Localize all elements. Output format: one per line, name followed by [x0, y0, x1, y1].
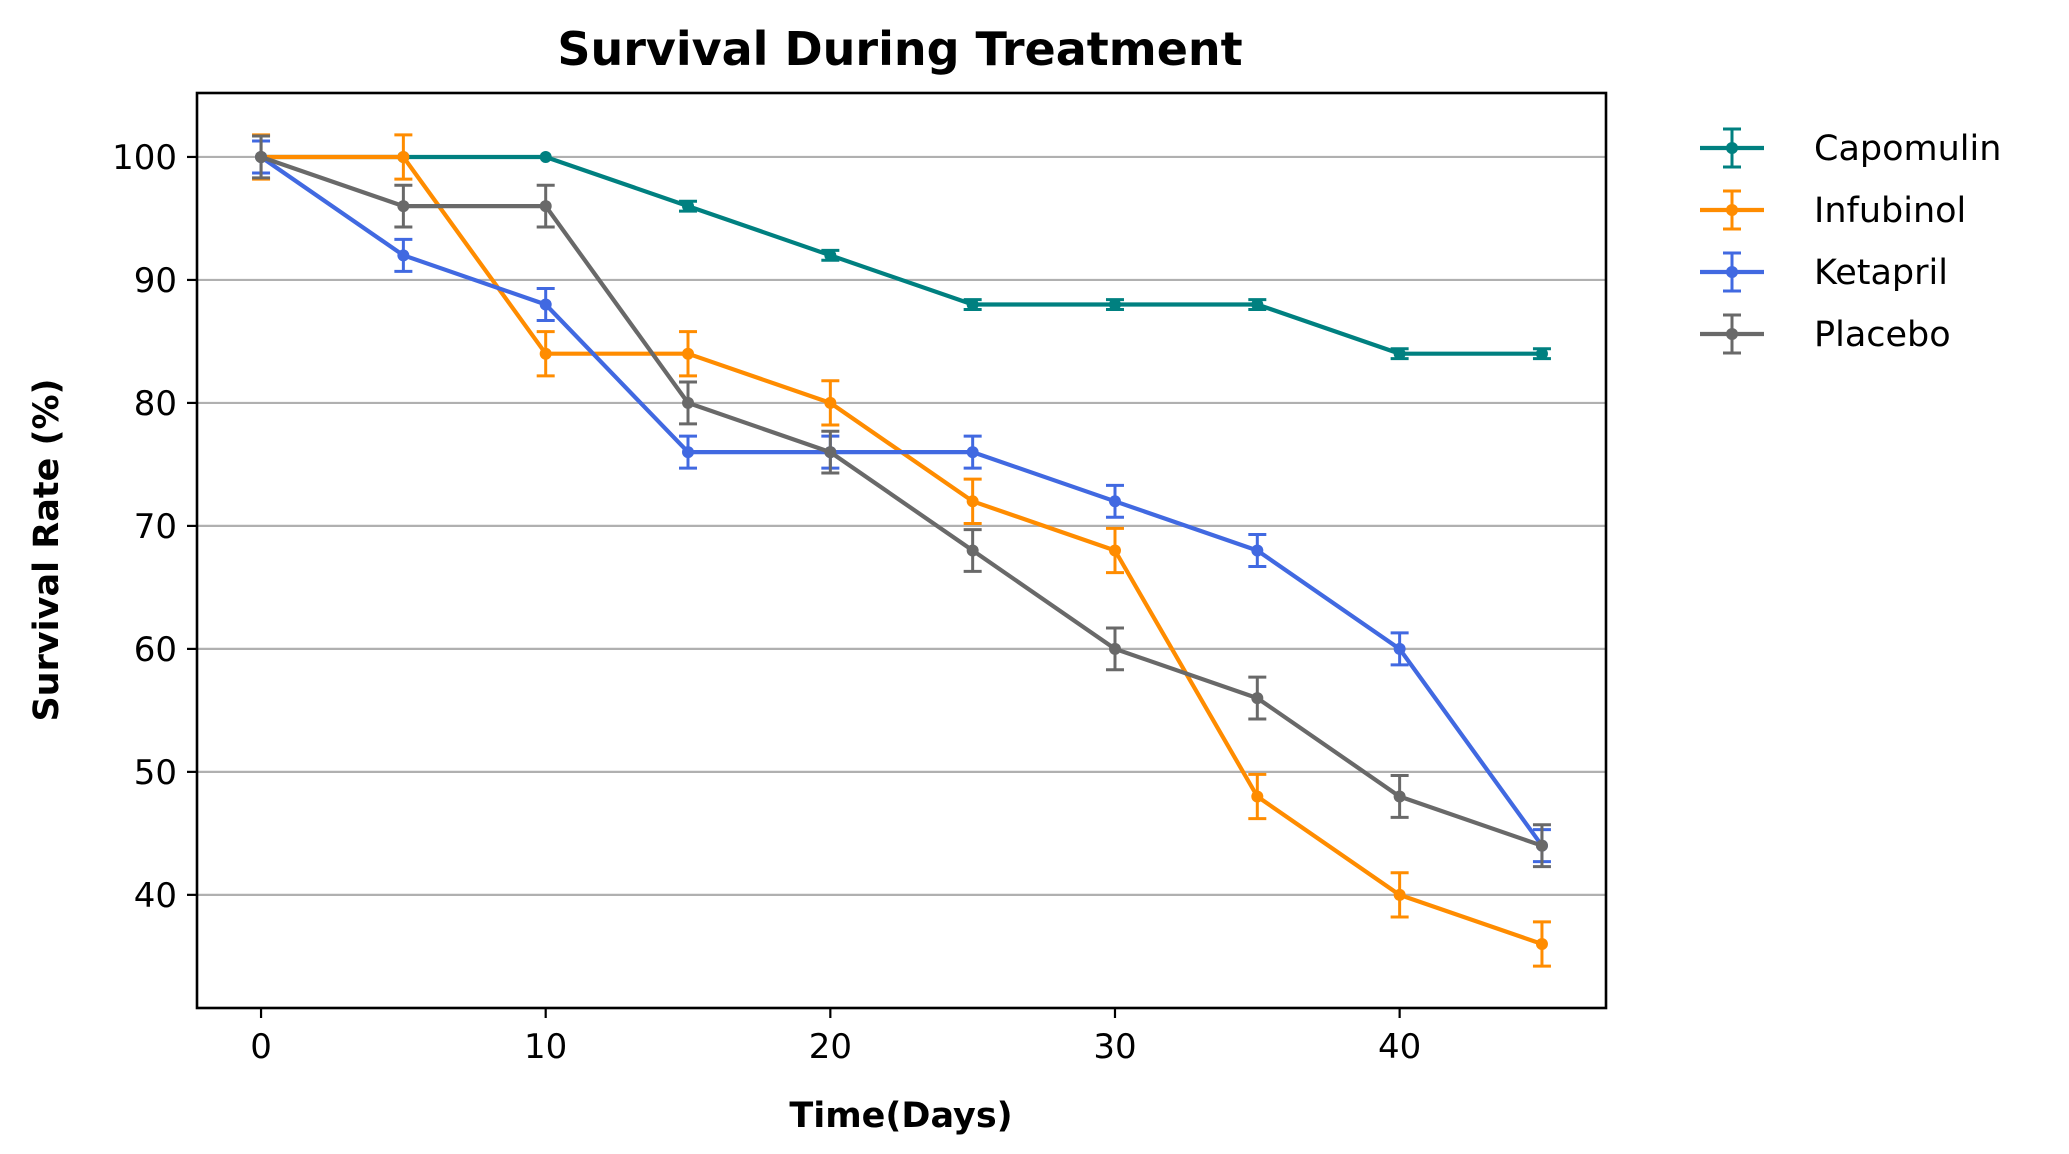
data-point-placebo — [539, 200, 552, 213]
series-infubinol — [252, 133, 1551, 968]
data-point-capomulin — [539, 150, 552, 163]
series-line-capomulin — [261, 154, 1542, 356]
legend-item-placebo: Placebo — [1700, 313, 1951, 355]
y-tick-label: 60 — [134, 630, 177, 670]
data-point-infubinol — [966, 495, 979, 508]
y-axis: 40 50 60 70 80 90 100 — [112, 138, 197, 916]
x-axis-label: Time(Days) — [789, 1096, 1012, 1136]
data-point-placebo — [1108, 642, 1121, 655]
data-point-infubinol — [1108, 544, 1121, 557]
legend: Capomulin Infubinol Ketapril Placebo — [1700, 127, 2001, 355]
x-axis: 0 10 20 30 40 — [250, 1008, 1421, 1067]
data-point-placebo — [255, 150, 268, 163]
y-axis-label: Survival Rate (%) — [27, 378, 67, 721]
data-point-ketapril — [1108, 495, 1121, 508]
data-point-placebo — [1393, 790, 1406, 803]
series-line-placebo — [260, 155, 1543, 848]
y-tick-label: 50 — [134, 753, 177, 793]
x-tick-label: 40 — [1378, 1027, 1421, 1067]
data-point-placebo — [1535, 839, 1548, 852]
legend-item-ketapril: Ketapril — [1700, 251, 1948, 293]
legend-label-infubinol: Infubinol — [1814, 191, 1966, 231]
legend-label-capomulin: Capomulin — [1814, 129, 2001, 169]
y-tick-label: 90 — [134, 261, 177, 301]
data-point-ketapril — [966, 446, 979, 459]
data-point-placebo — [966, 544, 979, 557]
data-point-placebo — [1251, 692, 1264, 705]
data-point-ketapril — [1393, 642, 1406, 655]
gridlines — [197, 155, 1606, 896]
chart-title: Survival During Treatment — [557, 22, 1242, 76]
y-tick-label: 70 — [134, 507, 177, 547]
data-point-ketapril — [682, 446, 695, 459]
x-tick-label: 30 — [1093, 1027, 1136, 1067]
series-line-ketapril — [259, 155, 1544, 847]
legend-item-infubinol: Infubinol — [1700, 189, 1966, 231]
data-point-infubinol — [1535, 938, 1548, 951]
data-point-capomulin — [1535, 347, 1548, 360]
data-point-infubinol — [824, 396, 837, 409]
data-point-infubinol — [539, 347, 552, 360]
data-point-infubinol — [1393, 888, 1406, 901]
x-tick-label: 10 — [524, 1027, 567, 1067]
data-point-capomulin — [1393, 347, 1406, 360]
data-point-infubinol — [682, 347, 695, 360]
series-line-infubinol — [261, 154, 1543, 946]
legend-item-capomulin: Capomulin — [1700, 127, 2001, 169]
series-capomulin — [255, 150, 1551, 361]
data-point-capomulin — [1108, 298, 1121, 311]
data-point-capomulin — [824, 249, 837, 262]
x-tick-label: 20 — [809, 1027, 852, 1067]
data-point-ketapril — [1251, 544, 1264, 557]
data-point-capomulin — [682, 200, 695, 213]
y-tick-label: 80 — [134, 384, 177, 424]
data-point-capomulin — [1251, 298, 1264, 311]
data-point-capomulin — [966, 298, 979, 311]
x-tick-label: 0 — [250, 1027, 272, 1067]
data-point-infubinol — [1251, 790, 1264, 803]
series-placebo — [252, 134, 1551, 869]
plot-frame — [195, 91, 1608, 1010]
data-point-infubinol — [397, 150, 410, 163]
data-point-ketapril — [539, 298, 552, 311]
y-tick-label: 100 — [112, 138, 177, 178]
legend-label-placebo: Placebo — [1814, 315, 1951, 355]
data-point-placebo — [824, 446, 837, 459]
data-point-placebo — [682, 396, 695, 409]
legend-label-ketapril: Ketapril — [1814, 253, 1948, 293]
data-point-placebo — [397, 200, 410, 213]
data-point-ketapril — [397, 249, 410, 262]
y-tick-label: 40 — [134, 876, 177, 916]
series-layer — [252, 133, 1551, 968]
